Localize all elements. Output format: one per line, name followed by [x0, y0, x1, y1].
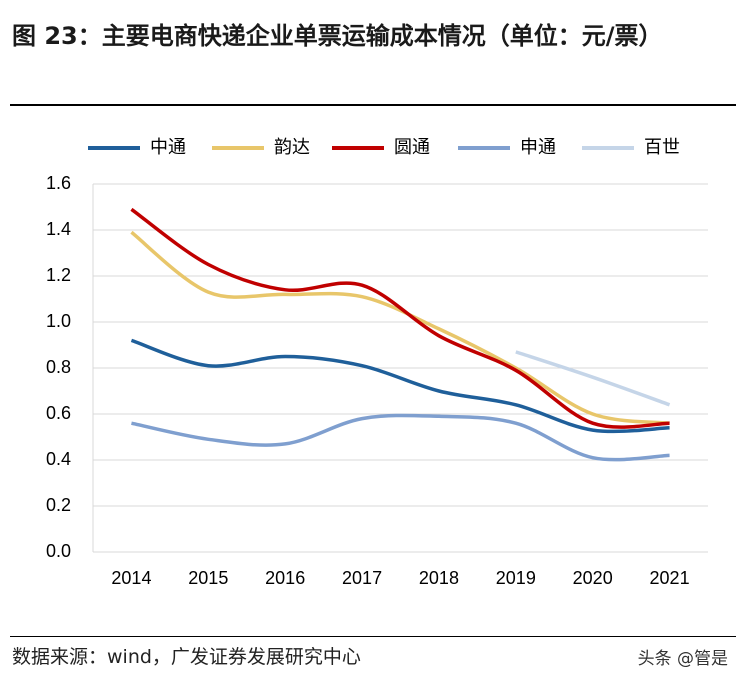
top-rule [10, 104, 736, 106]
legend-label: 申通 [520, 137, 556, 157]
legend-label: 百世 [644, 137, 680, 157]
legend-label: 圆通 [394, 137, 430, 157]
y-tick-label: 0.2 [46, 495, 71, 515]
x-tick-label: 2020 [573, 568, 613, 588]
x-tick-label: 2014 [111, 568, 151, 588]
x-tick-label: 2018 [419, 568, 459, 588]
source-note: 数据来源：wind，广发证券发展研究中心 [12, 646, 361, 668]
series-line [131, 413, 670, 462]
bottom-rule [10, 636, 736, 637]
y-tick-label: 0.8 [46, 357, 71, 377]
x-tick-label: 2017 [342, 568, 382, 588]
x-tick-label: 2019 [496, 568, 536, 588]
y-tick-label: 0.6 [46, 403, 71, 423]
x-tick-label: 2021 [650, 568, 690, 588]
series-line [130, 230, 670, 425]
chart-title: 图 23：主要电商快递企业单票运输成本情况（单位：元/票） [12, 22, 663, 50]
y-tick-label: 1.2 [46, 265, 71, 285]
chart: 0.0 0.2 0.4 0.6 0.8 1.0 1.2 1.4 1.6 2014 2015 2016 2… [46, 137, 708, 588]
y-tick-label: 0.0 [46, 541, 71, 561]
watermark: 头条 @管是 [637, 649, 728, 669]
legend-label: 韵达 [274, 137, 310, 157]
x-tick-label: 2016 [265, 568, 305, 588]
x-tick-label: 2015 [188, 568, 228, 588]
y-tick-label: 1.6 [46, 173, 71, 193]
series-line [130, 207, 670, 429]
y-tick-label: 1.0 [46, 311, 71, 331]
series-line [130, 338, 670, 434]
y-tick-label: 1.4 [46, 219, 71, 239]
series-line [515, 350, 671, 407]
y-tick-label: 0.4 [46, 449, 71, 469]
legend-label: 中通 [150, 137, 186, 157]
